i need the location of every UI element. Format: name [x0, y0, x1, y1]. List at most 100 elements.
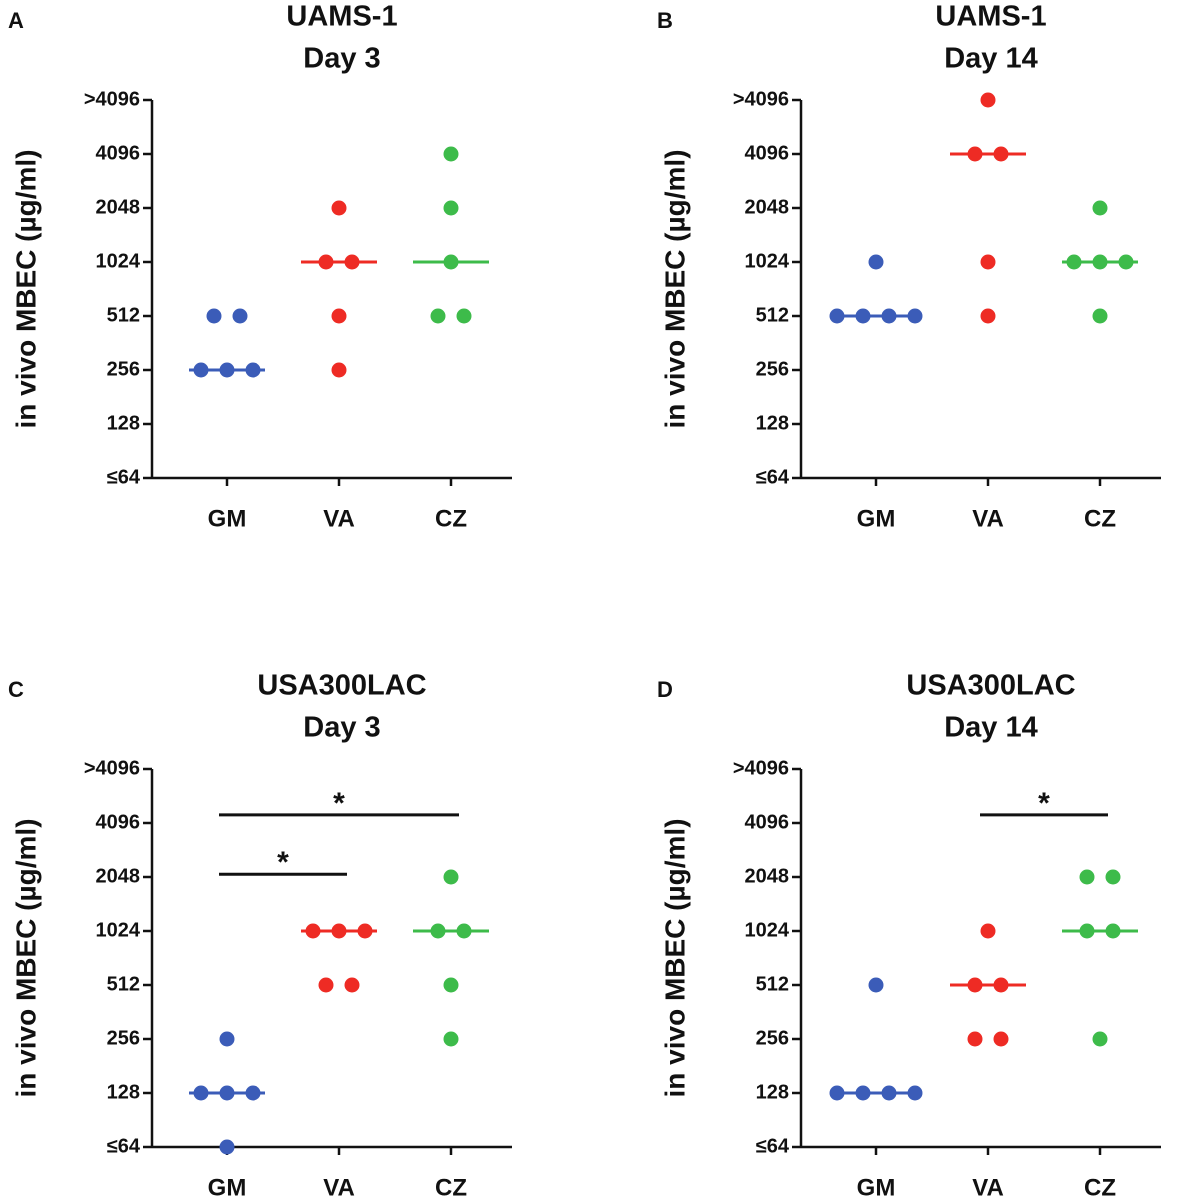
y-tick-label: 512	[756, 304, 789, 326]
panel-label: A	[8, 8, 24, 33]
data-point	[1092, 308, 1108, 324]
data-point	[855, 1085, 871, 1101]
chart-subtitle: Day 14	[944, 712, 1038, 744]
y-tick-label: 2048	[96, 196, 141, 218]
x-tick-label: VA	[972, 505, 1004, 532]
significance-label: *	[333, 787, 345, 820]
data-point	[318, 254, 334, 270]
y-tick-label: 512	[756, 973, 789, 995]
y-tick-label: 4096	[745, 811, 790, 833]
panel-label: B	[657, 8, 673, 33]
data-point	[855, 308, 871, 324]
data-point	[193, 1085, 209, 1101]
y-axis-label: in vivo MBEC (µg/ml)	[659, 149, 690, 428]
y-tick-label: 1024	[96, 250, 141, 272]
data-point	[980, 923, 996, 939]
x-tick-label: VA	[323, 1174, 355, 1201]
data-point	[868, 977, 884, 993]
chart-title: UAMS-1	[286, 1, 397, 33]
chart-subtitle: Day 3	[303, 712, 380, 744]
y-tick-label: 128	[107, 1081, 140, 1103]
significance-label: *	[277, 846, 289, 879]
data-point	[907, 1085, 923, 1101]
data-point	[443, 200, 459, 216]
y-axis-label: in vivo MBEC (µg/ml)	[10, 818, 41, 1097]
y-tick-label: 128	[107, 412, 140, 434]
data-point	[1092, 200, 1108, 216]
x-tick-label: GM	[857, 505, 896, 532]
significance-label: *	[1038, 787, 1050, 820]
x-tick-label: CZ	[435, 505, 467, 532]
y-tick-label: 256	[107, 358, 140, 380]
data-point	[881, 308, 897, 324]
data-point	[967, 146, 983, 162]
data-point	[1079, 923, 1095, 939]
data-point	[193, 362, 209, 378]
y-tick-label: ≤64	[107, 466, 141, 488]
data-point	[344, 254, 360, 270]
data-point	[245, 362, 261, 378]
x-tick-label: CZ	[1084, 505, 1116, 532]
data-point	[980, 308, 996, 324]
x-tick-label: CZ	[435, 1174, 467, 1201]
data-point	[331, 200, 347, 216]
data-point	[430, 923, 446, 939]
y-tick-label: 1024	[745, 250, 790, 272]
y-tick-label: ≤64	[107, 1135, 141, 1157]
data-point	[868, 254, 884, 270]
data-point	[456, 308, 472, 324]
y-tick-label: 4096	[96, 811, 141, 833]
x-tick-label: VA	[972, 1174, 1004, 1201]
y-tick-label: 256	[107, 1027, 140, 1049]
chart-title: USA300LAC	[257, 670, 426, 702]
data-point	[456, 923, 472, 939]
y-tick-label: >4096	[733, 88, 789, 110]
data-point	[443, 146, 459, 162]
y-axis-label: in vivo MBEC (µg/ml)	[10, 149, 41, 428]
data-point	[993, 1031, 1009, 1047]
data-point	[1066, 254, 1082, 270]
data-point	[881, 1085, 897, 1101]
y-axis-label: in vivo MBEC (µg/ml)	[659, 818, 690, 1097]
data-point	[993, 146, 1009, 162]
y-tick-label: >4096	[733, 757, 789, 779]
data-point	[331, 308, 347, 324]
data-point	[206, 308, 222, 324]
data-point	[1118, 254, 1134, 270]
y-tick-label: 1024	[96, 919, 141, 941]
data-point	[219, 1139, 235, 1155]
y-tick-label: 128	[756, 1081, 789, 1103]
x-tick-label: VA	[323, 505, 355, 532]
x-tick-label: CZ	[1084, 1174, 1116, 1201]
data-point	[331, 923, 347, 939]
y-tick-label: 2048	[96, 865, 141, 887]
chart-title: UAMS-1	[935, 1, 1046, 33]
data-point	[967, 977, 983, 993]
data-point	[829, 1085, 845, 1101]
data-point	[232, 308, 248, 324]
y-tick-label: 512	[107, 304, 140, 326]
x-tick-label: GM	[857, 1174, 896, 1201]
chart-subtitle: Day 14	[944, 43, 1038, 75]
panel-label: D	[657, 677, 673, 702]
y-tick-label: >4096	[84, 88, 140, 110]
y-tick-label: 1024	[745, 919, 790, 941]
y-tick-label: 512	[107, 973, 140, 995]
y-tick-label: 128	[756, 412, 789, 434]
panel-label: C	[8, 677, 24, 702]
y-tick-label: ≤64	[756, 1135, 790, 1157]
data-point	[245, 1085, 261, 1101]
y-tick-label: >4096	[84, 757, 140, 779]
data-point	[829, 308, 845, 324]
data-point	[443, 869, 459, 885]
data-point	[305, 923, 321, 939]
data-point	[443, 254, 459, 270]
y-tick-label: 4096	[96, 142, 141, 164]
data-point	[1105, 869, 1121, 885]
x-tick-label: GM	[208, 505, 247, 532]
data-point	[443, 1031, 459, 1047]
chart-title: USA300LAC	[906, 670, 1075, 702]
x-tick-label: GM	[208, 1174, 247, 1201]
data-point	[967, 1031, 983, 1047]
